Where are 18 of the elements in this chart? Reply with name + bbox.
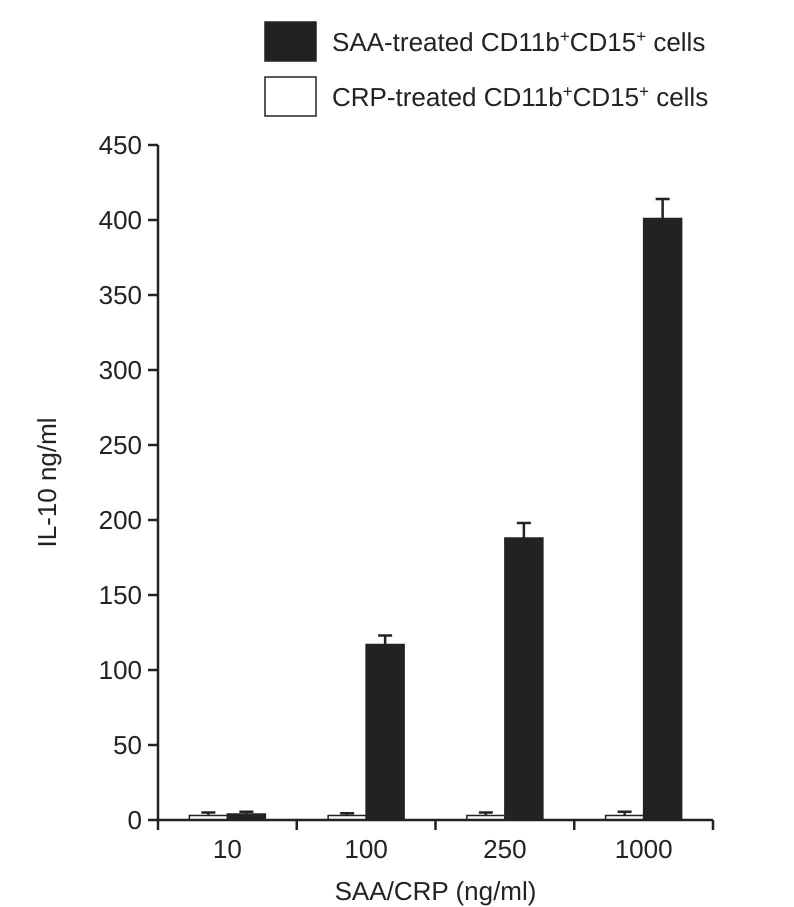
y-tick-label: 250 <box>98 430 142 460</box>
x-tick-label: 250 <box>483 834 527 864</box>
legend-label: SAA-treated CD11b$^{+}$CD15$^{+}$ cells <box>332 26 706 58</box>
legend-label: CRP-treated CD11b$^{+}$CD15$^{+}$ cells <box>332 82 708 112</box>
y-tick-label: 50 <box>113 730 142 760</box>
y-tick-label: 200 <box>98 505 142 536</box>
y-tick-label: 400 <box>98 205 142 236</box>
y-tick-label: 0 <box>128 805 142 836</box>
y-tick-label: 100 <box>98 655 142 686</box>
y-tick-label: 150 <box>98 580 142 610</box>
x-tick-label: 1000 <box>614 834 673 864</box>
x-axis-title: SAA/CRP (ng/ml) <box>334 876 536 906</box>
y-tick-label: 350 <box>98 280 142 310</box>
x-tick-label: 10 <box>212 834 242 864</box>
y-tick-label: 450 <box>98 130 142 160</box>
y-tick-label: 300 <box>98 355 142 386</box>
y-axis-title: IL-10 ng/ml <box>32 417 62 548</box>
x-tick-label: 100 <box>344 834 388 864</box>
